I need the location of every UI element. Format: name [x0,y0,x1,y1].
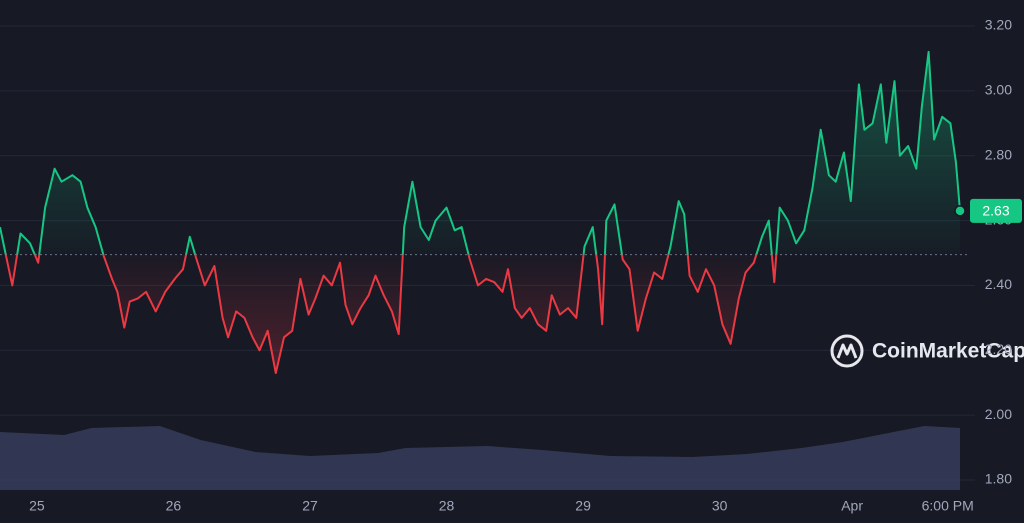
plot [0,50,968,490]
price-area [0,51,960,374]
x-tick-label: 27 [302,498,318,514]
last-point [954,205,966,217]
price-label: 2.63 [982,203,1009,219]
x-tick-label: 6:00 PM [922,498,974,514]
y-tick-label: 1.80 [985,471,1012,487]
price-line [0,50,961,374]
y-tick-label: 2.00 [985,406,1012,422]
y-tick-label: 2.40 [985,276,1012,292]
x-tick-label: 28 [439,498,455,514]
x-tick-label: 29 [575,498,591,514]
x-tick-label: 30 [712,498,728,514]
watermark: CoinMarketCap [872,340,1024,363]
y-tick-label: 2.80 [985,146,1012,162]
x-tick-label: 25 [29,498,45,514]
volume-area [0,426,960,490]
watermark-logo [830,334,864,368]
y-tick-label: 3.20 [985,17,1012,33]
price-label-bg [970,198,1022,223]
axes: 1.802.002.202.402.602.803.003.2025262728… [29,17,1022,514]
x-tick-label: 26 [166,498,182,514]
y-tick-label: 3.00 [985,82,1012,98]
y-tick-label: 2.20 [985,341,1012,357]
x-tick-label: Apr [841,498,863,514]
